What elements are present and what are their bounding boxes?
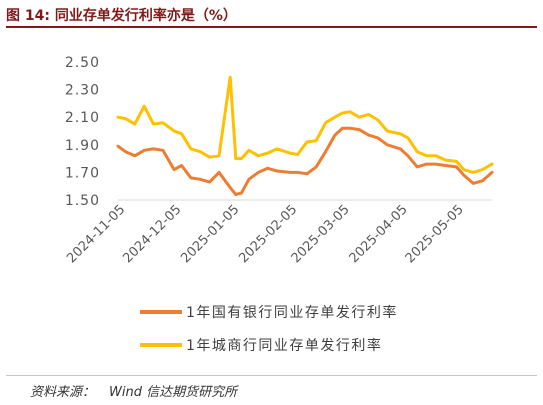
source-divider	[6, 375, 537, 376]
source-text: Wind 信达期货研究所	[109, 385, 238, 400]
y-tick-label: 2.30	[65, 83, 100, 99]
x-tick-label: 2025-04-05	[347, 202, 411, 266]
x-tick-label: 2025-01-05	[178, 202, 242, 266]
legend: 1年国有银行同业存单发行利率 1年城商行同业存单发行利率	[140, 304, 398, 354]
series-line-city-bank	[116, 75, 494, 174]
source-label: 资料来源：	[30, 385, 96, 400]
series-line-state-bank	[116, 126, 494, 196]
y-tick-label: 1.90	[65, 138, 100, 154]
line-chart: 2.50 2.30 2.10 1.90 1.70 1.502024-11-052024-1…	[64, 55, 494, 354]
x-tick-label: 2024-11-05	[64, 202, 128, 266]
y-tick-label: 2.50	[65, 55, 100, 71]
y-tick-label: 1.70	[65, 165, 100, 181]
legend-label: 1年国有银行同业存单发行利率	[186, 304, 398, 321]
series-layer	[116, 75, 494, 196]
x-tick-label: 2025-05-05	[403, 202, 467, 266]
source-note: 资料来源： Wind 信达期货研究所	[30, 381, 251, 400]
y-tick-label: 2.10	[65, 110, 100, 126]
figure-title: 图 14: 同业存单发行利率亦是（%）	[6, 8, 237, 24]
y-tick-label: 1.50	[65, 193, 100, 209]
title-bar: 图 14: 同业存单发行利率亦是（%）	[6, 2, 537, 28]
legend-label: 1年城商行同业存单发行利率	[186, 337, 382, 354]
axes: 2.50 2.30 2.10 1.90 1.70 1.502024-11-052024-1…	[64, 55, 492, 266]
x-tick-label: 2024-12-05	[120, 202, 184, 266]
